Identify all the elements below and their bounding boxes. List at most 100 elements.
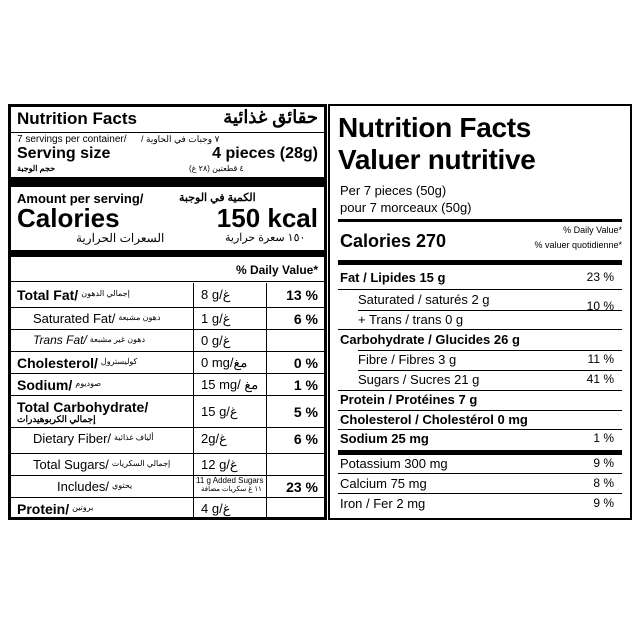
divider — [11, 281, 324, 282]
row-divider — [338, 329, 622, 330]
amount-per-serving-ar: الكمية في الوجبة — [179, 192, 256, 204]
daily-value: 1 % — [293, 377, 318, 393]
serving-size-label: Serving size — [17, 145, 111, 162]
dv-header-fr: % valuer quotidienne* — [534, 240, 622, 250]
serving-size-ar: حجم الوجبة — [17, 164, 56, 173]
row-divider — [338, 450, 622, 455]
nutrient-line: Calcium 75 mg — [340, 476, 427, 491]
nutrient-label: Protein/ — [17, 501, 70, 517]
calories-value: 150 kcal — [216, 203, 318, 233]
amount-per-serving: Amount per serving/ — [17, 191, 144, 206]
nutrient-label-ar: إجمالي الدهون — [81, 289, 130, 298]
thick-divider — [11, 177, 324, 187]
dv-header-en: % Daily Value* — [563, 225, 622, 235]
nutrient-label-ar: بروتين — [72, 503, 94, 512]
divider — [338, 219, 622, 222]
daily-value: 9 % — [593, 456, 614, 470]
row-divider — [338, 473, 622, 474]
nutrition-label-en-fr: Nutrition Facts Valuer nutritive Per 7 p… — [328, 104, 632, 520]
nutrient-label-ar: إجمالي الكربوهيدرات — [17, 414, 96, 424]
daily-value: 23 % — [586, 270, 614, 284]
nutrient-amount: 1 g/غ — [201, 311, 231, 326]
thick-divider — [338, 260, 622, 265]
nutrient-line: Sugars / Sucres 21 g — [358, 372, 480, 387]
nutrient-line: Sodium 25 mg — [340, 431, 429, 446]
nutrition-label-bilingual: Nutrition Facts حقائق غذائية 7 servings … — [8, 104, 327, 520]
daily-value: 9 % — [593, 496, 614, 510]
per-en: Per 7 pieces (50g) — [340, 183, 447, 198]
daily-value: 23 % — [286, 479, 318, 495]
nutrient-amount: 4 g/غ — [201, 501, 231, 516]
calories-ar: السعرات الحرارية — [76, 231, 165, 245]
nutrient-line: Saturated / saturés 2 g — [358, 292, 490, 307]
calories-label: Calories — [17, 203, 120, 233]
daily-value: 11 % — [587, 352, 614, 366]
nutrient-label: Trans Fat/ — [33, 333, 87, 347]
nutrient-amount-ar: ١١ غ سكريات مضافة — [201, 486, 262, 493]
servings-text: 7 servings per container/ — [17, 134, 127, 145]
row-divider — [358, 310, 622, 311]
daily-value: 6 % — [293, 311, 318, 327]
nutrient-label-ar: إجمالي السكريات — [111, 459, 171, 468]
daily-value: 10 % — [586, 299, 614, 313]
nutrient-amount: 15 mg/ مغ — [201, 377, 259, 392]
row-divider — [358, 350, 622, 351]
nutrient-line: Fat / Lipides 15 g — [340, 270, 446, 285]
row-divider — [338, 410, 622, 411]
nutrient-amount: 8 g/غ — [201, 287, 231, 302]
nutrient-label: Includes/ — [57, 479, 110, 494]
nutrient-line: Protein / Protéines 7 g — [340, 392, 478, 407]
row-divider — [11, 307, 324, 308]
row-divider — [11, 373, 324, 374]
daily-value: 0 % — [293, 355, 318, 371]
row-divider — [11, 453, 324, 454]
row-divider — [11, 475, 324, 476]
row-divider — [11, 395, 324, 396]
nutrient-label: Saturated Fat/ — [33, 311, 116, 326]
nutrient-label: Total Sugars/ — [33, 457, 109, 472]
daily-value-header: % Daily Value* — [235, 263, 318, 277]
daily-value: 13 % — [286, 287, 318, 303]
medium-divider — [11, 250, 324, 257]
nutrient-label: Dietary Fiber/ — [33, 431, 112, 446]
nutrient-label-ar: ألياف غذائية — [114, 433, 154, 442]
daily-value: 41 % — [586, 372, 614, 386]
nutrient-amount: 0 mg/مغ — [201, 355, 248, 370]
nutrient-label-ar: دهون مشبعة — [118, 313, 161, 322]
calories-value-ar: ١٥٠ سعرة حرارية — [225, 232, 306, 244]
label-title: Nutrition Facts — [17, 109, 137, 128]
row-divider — [338, 289, 622, 290]
column-divider — [193, 283, 194, 519]
serving-size-value-ar: ٤ قطعتين (٢٨ غ) — [189, 164, 244, 173]
nutrient-line: Iron / Fer 2 mg — [340, 496, 426, 511]
calories-line: Calories 270 — [340, 231, 447, 251]
column-divider — [266, 283, 267, 519]
nutrient-amount: 2g/غ — [201, 431, 227, 446]
divider — [11, 132, 324, 133]
nutrient-amount: 11 g Added Sugars — [196, 476, 264, 485]
row-divider — [338, 390, 622, 391]
per-fr: pour 7 morceaux (50g) — [340, 200, 472, 215]
nutrient-line: Potassium 300 mg — [340, 456, 448, 471]
title-en: Nutrition Facts — [338, 112, 532, 143]
nutrient-label: Total Carbohydrate/ — [17, 399, 149, 415]
row-divider — [11, 329, 324, 330]
nutrient-label: Total Fat/ — [17, 287, 79, 303]
nutrient-label-ar: دهون غير مشبعة — [89, 335, 146, 344]
nutrient-line: Cholesterol / Cholestérol 0 mg — [340, 412, 528, 427]
nutrient-amount: 15 g/غ — [201, 404, 238, 419]
daily-value: 5 % — [293, 404, 318, 420]
daily-value: 6 % — [293, 431, 318, 447]
row-divider — [11, 427, 324, 428]
daily-value: 1 % — [593, 431, 614, 445]
row-divider — [11, 351, 324, 352]
nutrient-label: Sodium/ — [17, 377, 73, 393]
nutrient-line: + Trans / trans 0 g — [358, 312, 464, 327]
serving-size-value: 4 pieces (28g) — [212, 145, 318, 162]
nutrient-line: Carbohydrate / Glucides 26 g — [340, 332, 520, 347]
row-divider — [338, 493, 622, 494]
row-divider — [338, 429, 622, 430]
nutrient-label-ar: صوديوم — [75, 379, 102, 388]
label-title-ar: حقائق غذائية — [223, 107, 318, 127]
nutrient-amount: 0 g/غ — [201, 333, 231, 348]
